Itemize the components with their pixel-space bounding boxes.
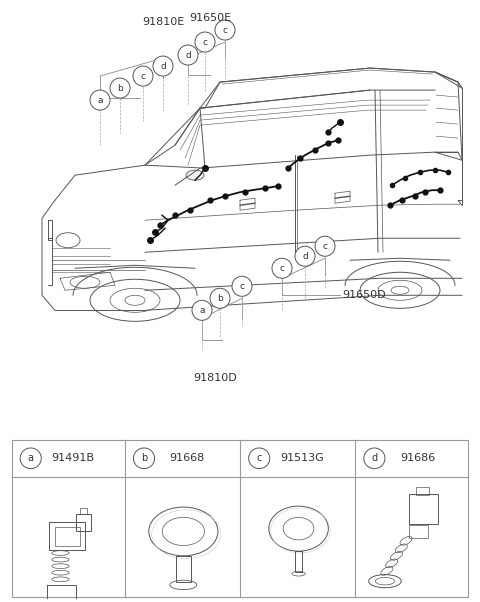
Circle shape bbox=[272, 258, 292, 278]
Bar bbox=[55, 527, 80, 545]
Text: 91491B: 91491B bbox=[51, 453, 95, 464]
Text: a: a bbox=[28, 453, 34, 464]
Circle shape bbox=[295, 246, 315, 266]
Text: a: a bbox=[199, 306, 205, 315]
Bar bbox=[176, 556, 191, 582]
Circle shape bbox=[210, 288, 230, 308]
Text: c: c bbox=[256, 453, 262, 464]
Circle shape bbox=[110, 78, 130, 98]
Circle shape bbox=[195, 32, 215, 52]
Bar bbox=[409, 525, 428, 538]
Circle shape bbox=[133, 448, 155, 468]
Text: 91513G: 91513G bbox=[280, 453, 324, 464]
Circle shape bbox=[20, 448, 41, 468]
Text: c: c bbox=[223, 25, 228, 34]
Bar bbox=[76, 514, 91, 530]
Circle shape bbox=[133, 66, 153, 86]
Text: c: c bbox=[203, 37, 207, 46]
Circle shape bbox=[249, 448, 270, 468]
Text: 91686: 91686 bbox=[400, 453, 435, 464]
Text: 91810D: 91810D bbox=[193, 373, 237, 383]
Ellipse shape bbox=[186, 170, 204, 180]
Text: c: c bbox=[279, 264, 285, 273]
Bar bbox=[80, 508, 87, 514]
Circle shape bbox=[315, 236, 335, 256]
Text: 91650D: 91650D bbox=[342, 290, 385, 300]
Text: d: d bbox=[302, 252, 308, 261]
Text: d: d bbox=[160, 61, 166, 70]
Text: c: c bbox=[323, 242, 327, 251]
Bar bbox=[409, 494, 438, 524]
Circle shape bbox=[232, 276, 252, 296]
Text: 91650E: 91650E bbox=[189, 13, 231, 23]
Text: d: d bbox=[185, 51, 191, 60]
Circle shape bbox=[90, 90, 110, 110]
Text: c: c bbox=[141, 72, 145, 81]
Text: c: c bbox=[240, 282, 244, 291]
Circle shape bbox=[364, 448, 385, 468]
Text: b: b bbox=[217, 294, 223, 303]
Circle shape bbox=[153, 56, 173, 76]
Text: 91810E: 91810E bbox=[142, 17, 184, 27]
Circle shape bbox=[178, 45, 198, 65]
Bar bbox=[47, 585, 76, 602]
Bar bbox=[49, 522, 85, 550]
Circle shape bbox=[215, 20, 235, 40]
Bar bbox=[416, 488, 429, 495]
Text: 91668: 91668 bbox=[169, 453, 205, 464]
Text: d: d bbox=[372, 453, 377, 464]
Text: b: b bbox=[141, 453, 147, 464]
Circle shape bbox=[192, 300, 212, 320]
Text: a: a bbox=[97, 96, 103, 105]
Text: b: b bbox=[117, 84, 123, 93]
